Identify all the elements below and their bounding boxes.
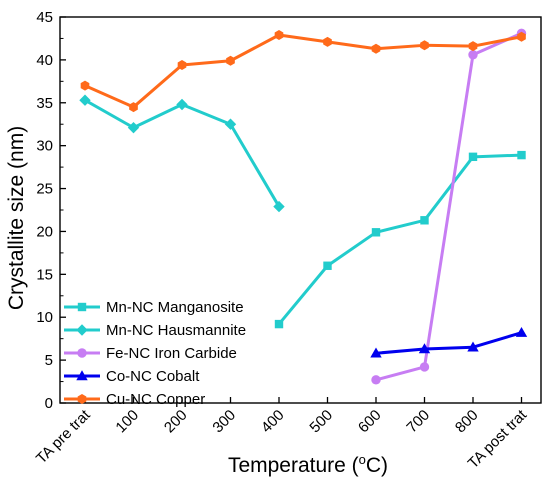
data-point [323,261,332,270]
y-tick-label: 25 [36,181,53,198]
series-group [370,326,528,358]
y-tick-label: 35 [36,95,53,112]
data-point [468,50,478,60]
data-point [420,216,429,225]
legend-label: Fe-NC Iron Carbide [106,345,237,362]
x-tick-label: 400 [258,407,288,437]
data-point [323,36,332,47]
data-point [224,118,237,130]
x-tick-label: 700 [403,407,433,437]
y-axis: 0 5 10 15 20 25 30 35 40 45 [36,9,66,412]
legend-item: Cu-NC Copper [64,391,205,408]
y-tick-label: 20 [36,223,53,240]
data-point [177,60,187,71]
x-tick-label: 200 [161,407,191,437]
legend-label: Co-NC Cobalt [106,368,200,385]
legend-label: Cu-NC Copper [106,391,205,408]
data-point [79,94,91,106]
data-point [273,200,285,213]
series-line [374,31,523,382]
legend: Mn-NC Manganosite Mn-NC Hausmannite Fe-NC … [64,299,246,408]
data-point [226,55,235,66]
data-point [274,319,284,329]
series-line [83,33,523,109]
series-group [274,150,526,329]
legend-label: Mn-NC Hausmannite [106,322,246,339]
data-point [80,80,90,91]
x-axis-title-superscript: o [359,452,366,467]
legend-swatch-marker [77,348,87,358]
x-tick-label: 300 [209,407,239,437]
data-point [371,43,381,54]
x-tick-label: TA pre trat [33,406,94,467]
data-point [176,98,188,111]
legend-swatch-marker [77,394,87,404]
y-tick-label: 45 [36,9,53,26]
legend-item: Co-NC Cobalt [64,368,200,385]
y-tick-label: 30 [36,138,53,155]
data-point [468,41,478,52]
y-tick-label: 15 [36,266,53,283]
data-point [274,30,284,41]
data-point [419,362,430,372]
series-group [80,30,526,113]
data-point [371,228,381,237]
x-tick-label: 100 [112,407,142,437]
x-tick-label: 800 [452,407,482,437]
data-point [371,375,381,385]
legend-swatch-marker [77,302,87,312]
series-line [83,98,281,209]
data-point [467,341,479,352]
series-layer [79,28,528,385]
data-point [468,152,478,162]
legend-item: Mn-NC Manganosite [64,299,244,316]
data-point [370,347,382,358]
y-tick-label: 0 [45,395,53,412]
series-group [371,28,527,385]
series-group [79,94,285,213]
legend-item: Mn-NC Hausmannite [64,322,246,339]
legend-swatch-marker [76,370,88,381]
legend-label: Mn-NC Manganosite [106,299,244,316]
data-point [515,326,528,337]
data-point [127,121,140,134]
y-axis-title: Crystallite size (nm) [5,126,28,310]
y-tick-label: 40 [36,52,53,69]
y-tick-label: 10 [36,309,53,326]
series-line [374,331,523,355]
data-point [418,343,431,354]
legend-swatch-marker [76,324,88,336]
x-axis-title-prefix: Temperature ( [228,454,359,477]
legend-item: Fe-NC Iron Carbide [64,345,237,362]
x-tick-label: 600 [355,407,385,437]
data-point [129,102,138,113]
series-line [277,153,523,326]
x-axis-title: Temperature (oC) [228,452,388,477]
x-tick-label: 500 [306,407,336,437]
y-tick-label: 5 [45,352,53,369]
x-axis-title-suffix: C) [366,454,388,477]
data-point [420,40,429,51]
data-point [517,31,526,42]
data-point [517,150,526,160]
